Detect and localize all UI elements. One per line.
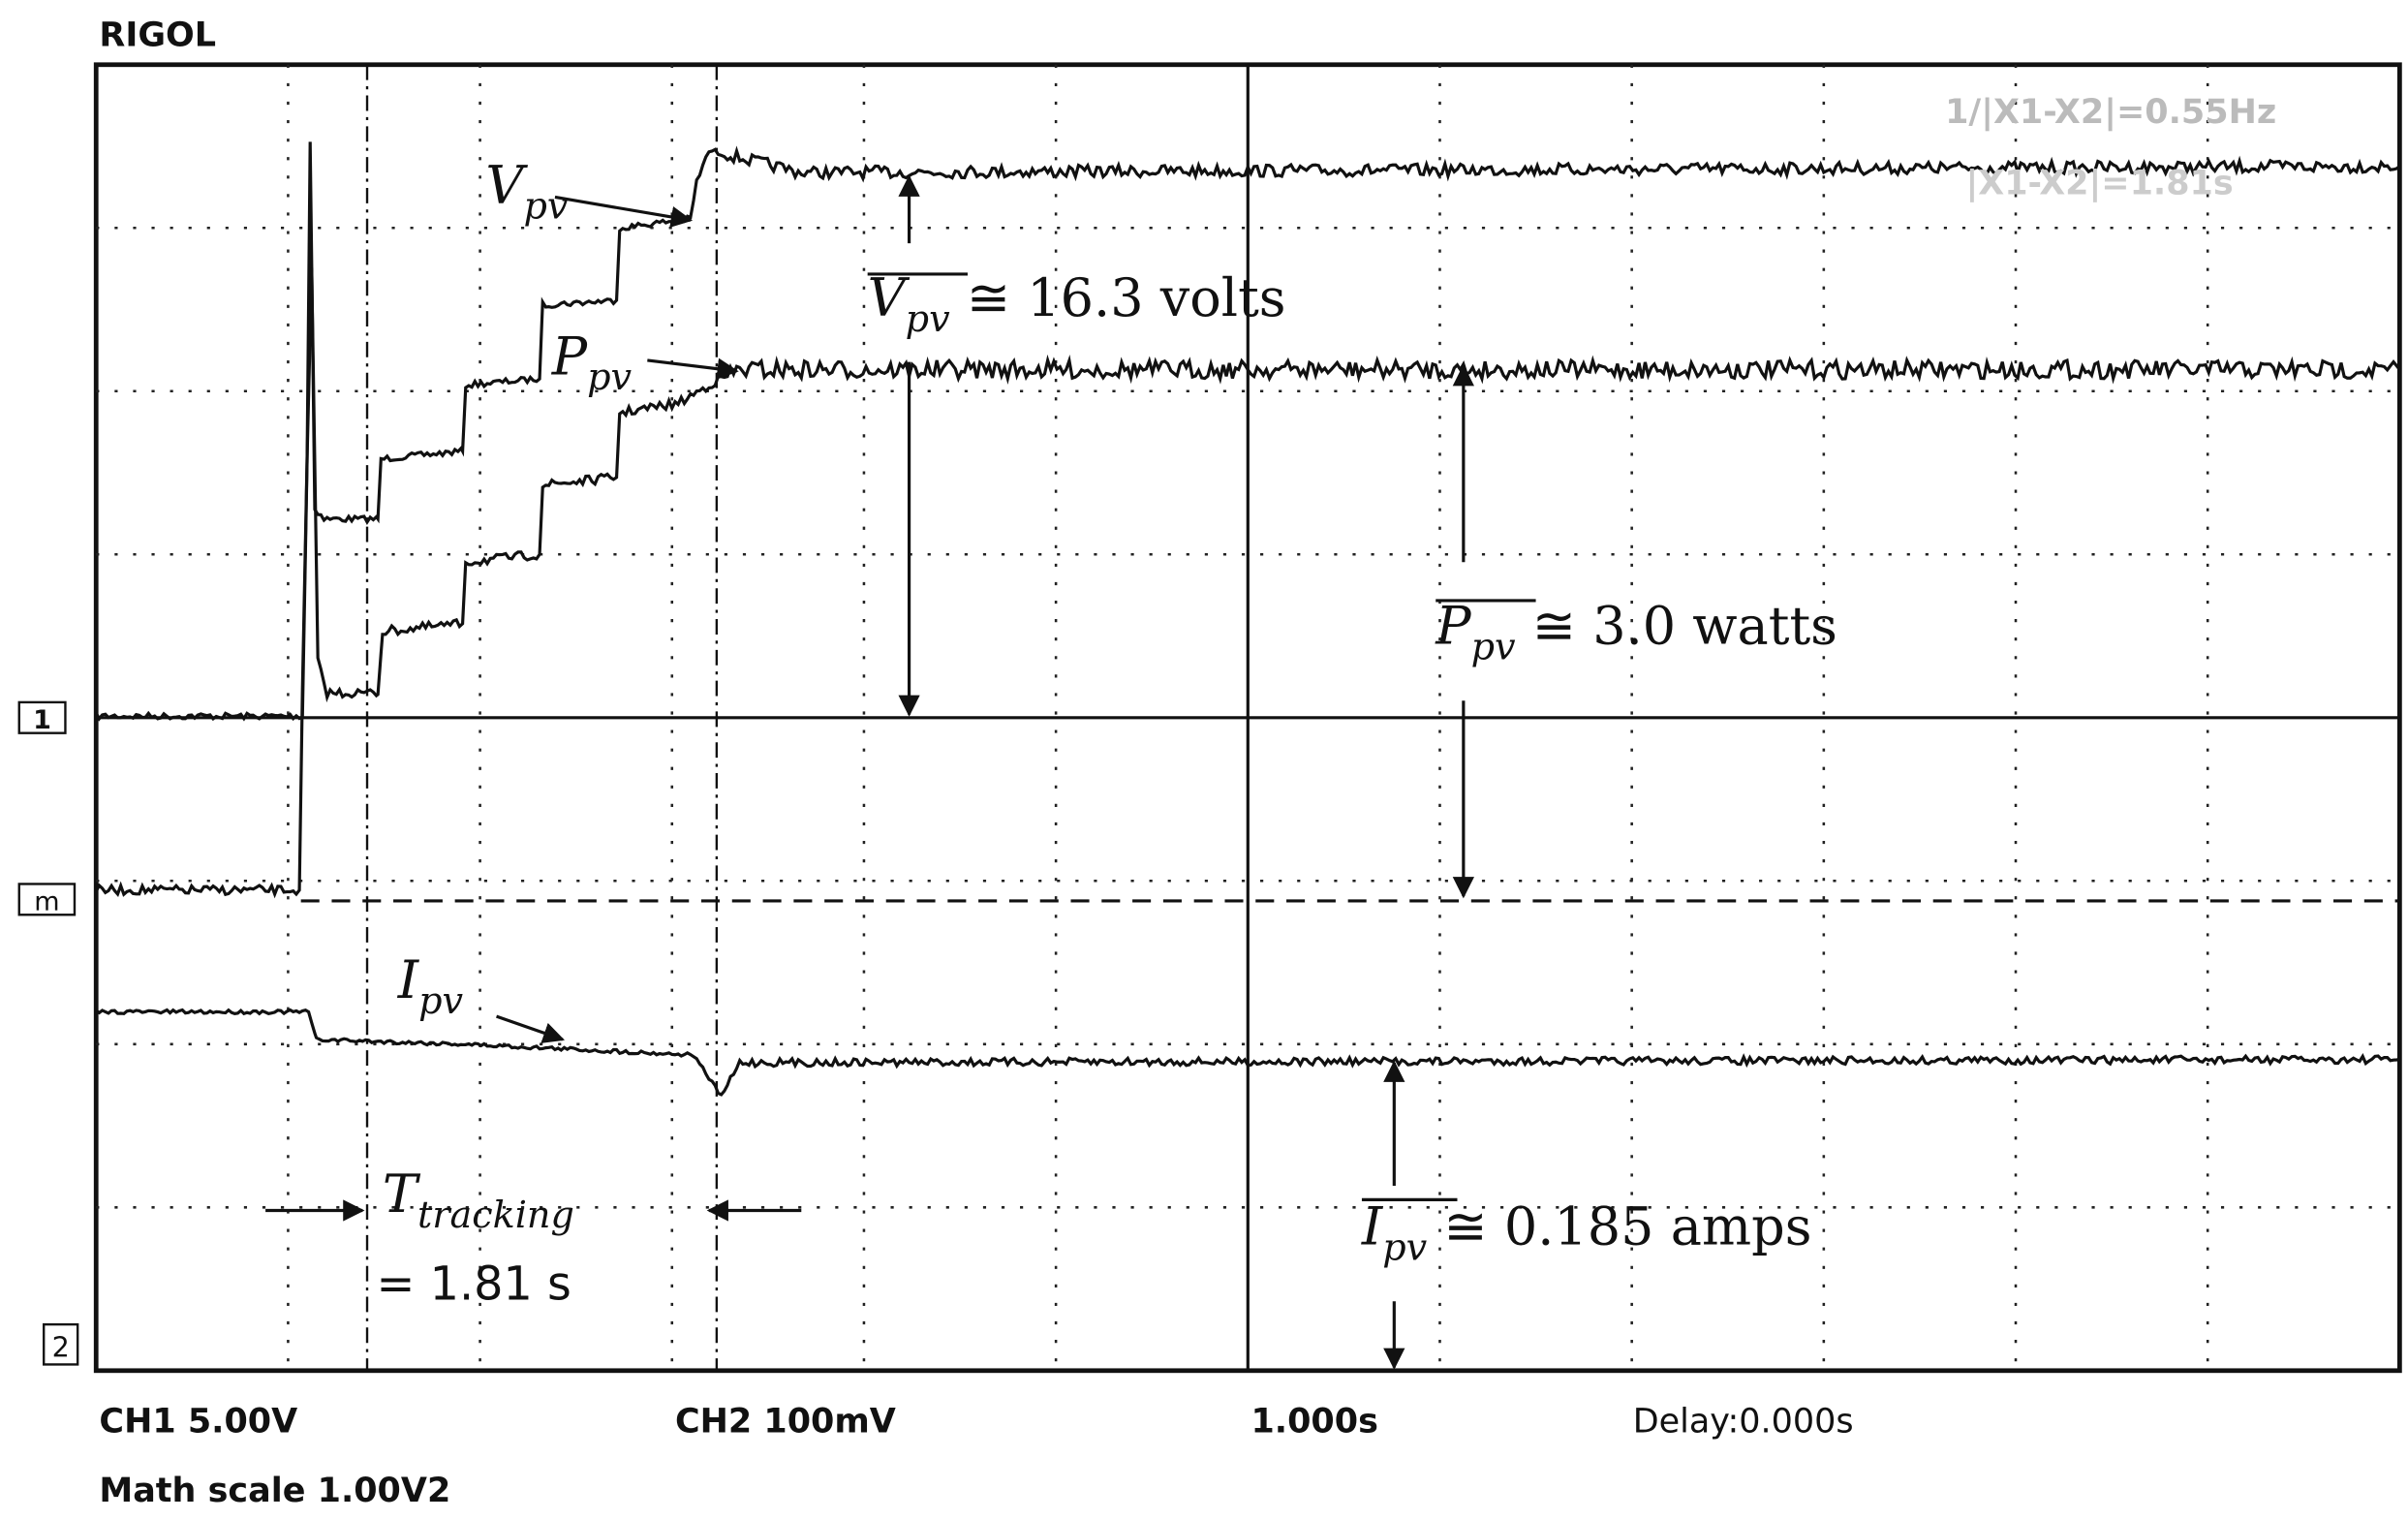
- ipv-trace: [95, 1008, 2400, 1097]
- tracking-value: = 1.81 s: [377, 1258, 571, 1312]
- tracking-label: Ttracking: [383, 1163, 574, 1236]
- brand: RIGOL: [99, 16, 216, 55]
- ppv-trace: [94, 267, 2401, 899]
- subscript: pv: [418, 979, 463, 1022]
- subscript: pv: [906, 297, 950, 340]
- ppv-average: Ppv ≅ 3.0 watts: [1435, 595, 1837, 667]
- ipv-average: Ipv ≅ 0.185 amps: [1361, 1195, 1812, 1268]
- ch1-marker: [17, 700, 67, 734]
- math-scale: Math scale 1.00V2: [99, 1472, 450, 1510]
- arrow: [496, 1014, 566, 1043]
- cursor-frequency: 1/|X1-X2|=0.55Hz: [1945, 93, 2276, 132]
- subscript: pv: [1382, 1225, 1427, 1268]
- arrow: [647, 357, 739, 380]
- symbol: V: [485, 155, 528, 216]
- value-text: ≅ 16.3 volts: [950, 267, 1286, 328]
- subscript: tracking: [417, 1194, 574, 1236]
- value-text: ≅ 0.185 amps: [1427, 1195, 1811, 1256]
- vpv-label: Vpv: [485, 155, 568, 228]
- cursor-delta: |X1-X2|=1.81s: [1966, 164, 2234, 202]
- symbol: T: [383, 1163, 421, 1225]
- subscript: pv: [523, 185, 568, 228]
- ppv-label: Ppv: [551, 326, 633, 398]
- ipv-label: Ipv: [397, 949, 464, 1022]
- symbol: I: [397, 949, 420, 1010]
- ch1-scale: CH1 5.00V: [99, 1402, 297, 1441]
- vpv-average: Vpv ≅ 16.3 volts: [868, 267, 1286, 340]
- arrow: [554, 195, 694, 228]
- traces: [94, 141, 2401, 1097]
- symbol: V: [868, 267, 911, 328]
- math-marker-label: m: [34, 886, 59, 916]
- symbol: P: [551, 326, 589, 387]
- delay: Delay:0.000s: [1633, 1402, 1854, 1441]
- vpv-trace: [94, 141, 2401, 722]
- symbol: I: [1361, 1195, 1384, 1256]
- ch1-marker-label: 1: [33, 705, 51, 735]
- ch2-marker-label: 2: [52, 1330, 70, 1363]
- subscript: pv: [1471, 625, 1516, 667]
- ch2-marker: [42, 1322, 79, 1366]
- symbol: P: [1435, 595, 1472, 656]
- ch2-scale: CH2 100mV: [675, 1402, 896, 1441]
- value-text: ≅ 3.0 watts: [1516, 595, 1837, 656]
- math-marker: [17, 883, 77, 916]
- timebase: 1.000s: [1250, 1402, 1377, 1441]
- subscript: pv: [587, 356, 632, 398]
